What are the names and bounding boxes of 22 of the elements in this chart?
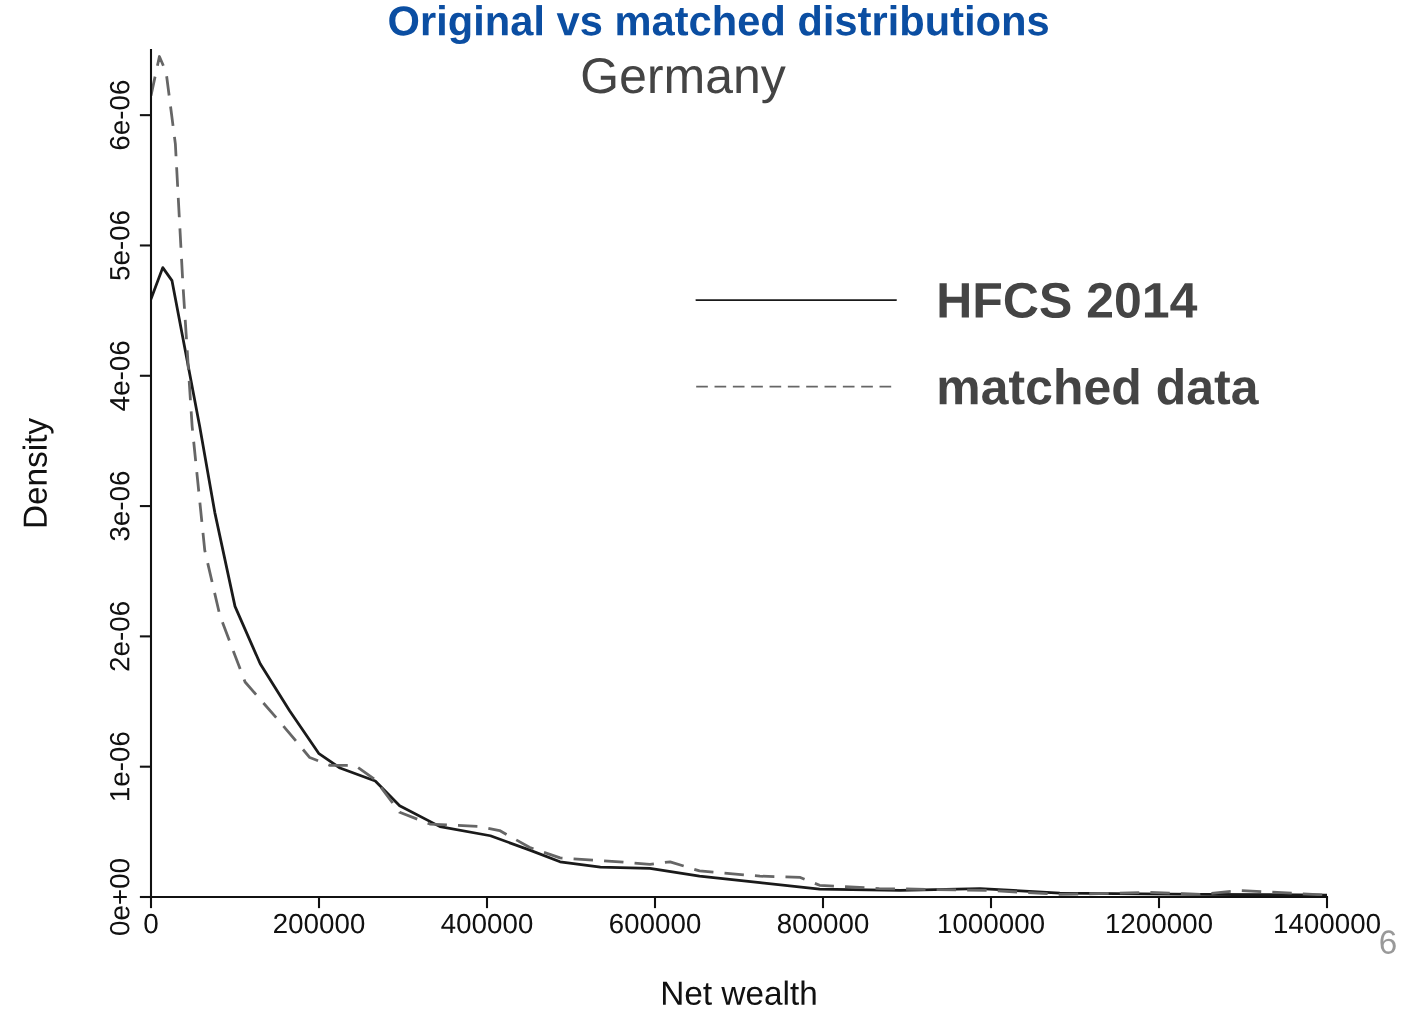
x-tick-label: 400000 [441,913,533,934]
x-axis-title: Net wealth [662,980,816,1006]
legend-label: matched data [939,367,1259,405]
y-tick-label: 4e-06 [109,341,130,411]
x-tick-label: 1200000 [1107,913,1212,934]
y-tick-label: 2e-06 [109,602,130,671]
text: 6 [1380,930,1396,954]
y-tick-label: 1e-06 [109,732,130,801]
x-tick-label: 0 [144,913,158,934]
y-tick-label: 5e-06 [109,211,130,280]
y-tick-label: 3e-06 [109,471,130,541]
x-tick-label: 600000 [610,913,701,934]
legend-label: HFCS 2014 [939,282,1198,319]
chart-title: Original vs matched distributions [389,5,1048,45]
chart-subtitle: Germany [582,58,786,104]
y-tick-label: 6e-06 [109,80,130,150]
x-tick-label: 1400000 [1275,913,1380,934]
x-tick-label: 800000 [777,913,869,934]
x-tick-label: 200000 [274,913,365,934]
x-tick-label: 1000000 [939,913,1044,934]
y-tick-label: 0e+00 [109,859,130,935]
y-axis-title: Density [22,417,54,527]
